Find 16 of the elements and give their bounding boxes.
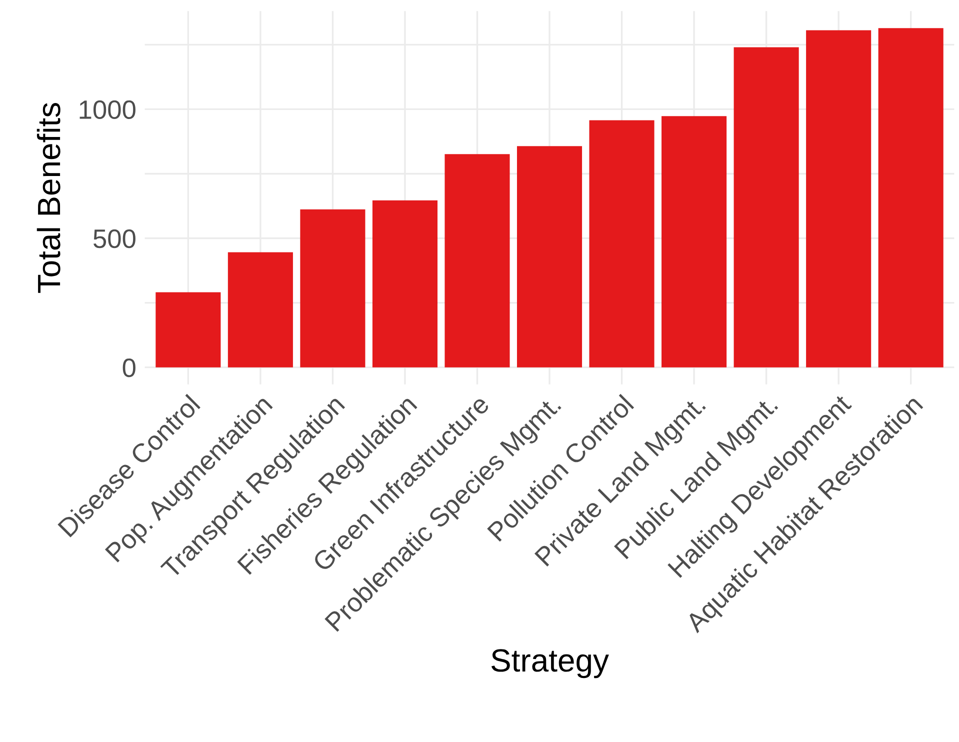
bar	[372, 200, 438, 368]
x-axis-title: Strategy	[491, 649, 609, 678]
bar	[878, 28, 944, 368]
bar	[444, 154, 510, 368]
bar	[156, 292, 221, 368]
y-tick-label: 0	[122, 358, 136, 378]
bar	[300, 209, 366, 368]
bar	[662, 116, 727, 368]
bar	[806, 30, 872, 368]
bar	[228, 252, 293, 368]
bar	[516, 146, 582, 368]
bar	[734, 47, 799, 368]
y-tick-label: 500	[94, 229, 136, 248]
y-tick-label: 1000	[80, 100, 136, 120]
bar	[589, 120, 654, 368]
y-axis-title: Total Benefits	[36, 103, 60, 293]
